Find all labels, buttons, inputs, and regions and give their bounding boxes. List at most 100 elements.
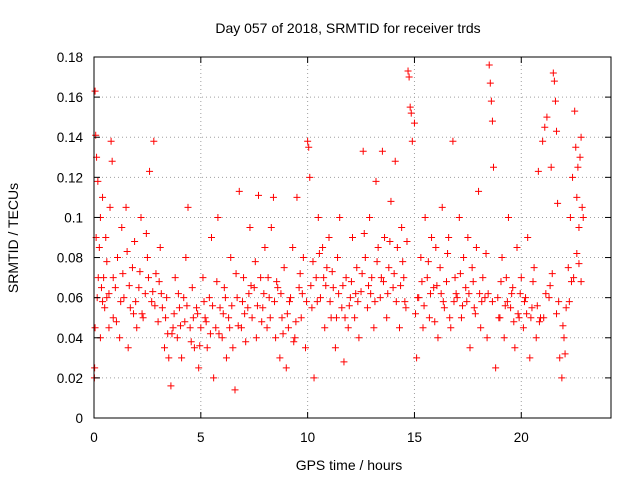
data-point (322, 282, 330, 290)
data-point (114, 254, 121, 262)
data-point (178, 354, 186, 362)
data-point (135, 284, 143, 292)
data-point (264, 274, 272, 282)
data-point (465, 290, 473, 298)
data-point (353, 264, 361, 272)
data-point (302, 344, 309, 352)
data-point (476, 290, 484, 298)
data-point (308, 304, 316, 312)
data-point (385, 264, 393, 272)
data-point (219, 310, 227, 318)
data-point (91, 87, 99, 95)
data-point (502, 274, 510, 282)
data-point (432, 244, 440, 252)
data-point (248, 314, 256, 322)
data-point (260, 290, 268, 298)
data-point (209, 302, 217, 310)
data-point (570, 274, 578, 282)
data-point (566, 213, 574, 221)
data-point (383, 314, 391, 322)
data-point (572, 143, 580, 151)
data-point (309, 258, 317, 266)
data-point (332, 314, 340, 322)
data-point (569, 173, 577, 181)
data-point (119, 270, 127, 278)
data-point (450, 298, 458, 306)
data-point (271, 298, 279, 306)
data-point (482, 250, 490, 258)
data-point (421, 213, 429, 221)
y-tick-label: 0.18 (57, 50, 83, 65)
data-point (487, 97, 495, 105)
data-point (420, 302, 428, 310)
data-point (541, 123, 549, 131)
data-point (401, 298, 409, 306)
data-point (460, 254, 468, 262)
data-point (554, 199, 562, 207)
data-point (517, 274, 525, 282)
data-point (462, 284, 470, 292)
data-point (210, 374, 218, 382)
data-point (94, 177, 102, 185)
data-point (255, 191, 262, 199)
data-point (232, 270, 240, 278)
data-point (503, 298, 511, 306)
data-point (555, 298, 563, 306)
data-point (495, 314, 503, 322)
data-point (507, 304, 515, 312)
data-point (384, 290, 392, 298)
data-point (562, 304, 570, 312)
data-point (313, 298, 321, 306)
data-point (485, 61, 493, 69)
data-point (331, 344, 339, 352)
data-point (579, 213, 587, 221)
data-point (221, 294, 229, 302)
data-point (578, 203, 586, 211)
data-point (486, 79, 494, 87)
data-point (335, 290, 343, 298)
data-point (163, 294, 171, 302)
data-point (340, 358, 348, 366)
data-point (193, 304, 201, 312)
data-point (392, 298, 400, 306)
data-point (137, 213, 145, 221)
data-point (218, 334, 226, 342)
data-point (477, 324, 485, 332)
data-point (278, 314, 286, 322)
data-point (437, 290, 445, 298)
data-point (514, 310, 522, 318)
data-point (440, 304, 448, 312)
data-point (132, 298, 140, 306)
data-point (183, 302, 191, 310)
data-point (530, 264, 538, 272)
data-point (272, 334, 280, 342)
data-point (370, 324, 378, 332)
data-point (553, 127, 561, 135)
y-tick-label: 0.1 (64, 210, 83, 225)
data-point (390, 270, 398, 278)
data-point (116, 334, 124, 342)
y-tick-label: 0 (75, 411, 83, 426)
data-point (494, 294, 502, 302)
data-point (284, 324, 292, 332)
data-point (535, 318, 543, 326)
data-point (280, 264, 288, 272)
data-point (408, 137, 416, 145)
data-point (303, 298, 311, 306)
data-point (449, 137, 457, 145)
data-point (282, 364, 290, 372)
data-point (312, 274, 320, 282)
data-point (575, 260, 583, 268)
data-point (238, 298, 246, 306)
data-point (314, 213, 322, 221)
data-point (141, 290, 149, 298)
data-point (320, 274, 328, 282)
data-point (402, 304, 410, 312)
data-point (290, 338, 298, 346)
data-point (511, 344, 519, 352)
data-point (182, 254, 190, 262)
data-point (515, 314, 523, 322)
data-point (481, 294, 489, 302)
data-point (187, 338, 195, 346)
data-point (111, 284, 119, 292)
